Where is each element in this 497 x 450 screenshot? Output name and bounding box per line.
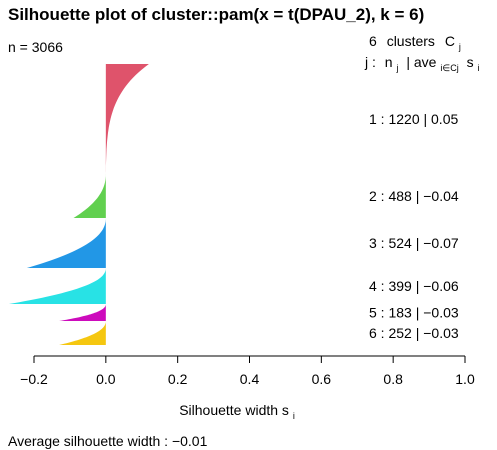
- silhouette-band-cluster-3: [26, 218, 106, 268]
- ave-separator: | ave: [406, 54, 436, 70]
- silhouette-bars: [8, 64, 149, 345]
- average-silhouette-width: Average silhouette width : −0.01: [8, 433, 208, 449]
- clusters-count: 6: [369, 33, 377, 49]
- x-tick-label: 0.8: [383, 371, 403, 387]
- x-tick-label: −0.2: [20, 371, 48, 387]
- cluster-label-3: 3 : 524 | −0.07: [369, 235, 459, 251]
- silhouette-band-cluster-6: [59, 321, 106, 345]
- ave-subscript: i∈Cj: [440, 63, 458, 73]
- columns-header: j : n j | ave i∈Cj s i: [364, 54, 479, 74]
- x-axis-label-subscript: i: [293, 411, 295, 421]
- n-subscript: j: [395, 63, 398, 73]
- s-subscript: i: [477, 63, 479, 73]
- n-label: n = 3066: [8, 39, 63, 55]
- j-prefix: j :: [364, 54, 376, 70]
- silhouette-band-cluster-1: [105, 64, 149, 174]
- cluster-label-1: 1 : 1220 | 0.05: [369, 111, 458, 127]
- silhouette-band-cluster-4: [8, 268, 106, 304]
- x-tick-label: 0.4: [240, 371, 260, 387]
- chart-title: Silhouette plot of cluster::pam(x = t(DP…: [8, 5, 424, 24]
- cluster-label-6: 6 : 252 | −0.03: [369, 325, 459, 341]
- silhouette-band-cluster-2: [73, 174, 106, 218]
- clusters-header: 6 clusters C j: [369, 33, 461, 52]
- c-subscript: j: [458, 42, 461, 52]
- cluster-label-4: 4 : 399 | −0.06: [369, 278, 459, 294]
- cluster-label-5: 5 : 183 | −0.03: [369, 305, 459, 321]
- s-symbol: s: [467, 54, 474, 70]
- cluster-label-2: 2 : 488 | −0.04: [369, 188, 459, 204]
- x-tick-label: 0.2: [168, 371, 188, 387]
- x-axis-label-main: Silhouette width s: [179, 402, 289, 418]
- x-axis: −0.2 0.0 0.2 0.4 0.6 0.8 1.0: [20, 355, 475, 387]
- silhouette-band-cluster-5: [59, 304, 106, 321]
- x-tick-label: 1.0: [455, 371, 475, 387]
- clusters-word: clusters: [387, 33, 435, 49]
- c-symbol: C: [445, 33, 455, 49]
- n-symbol: n: [385, 54, 393, 70]
- x-axis-label: Silhouette width s i: [179, 402, 295, 421]
- cluster-labels: 1 : 1220 | 0.05 2 : 488 | −0.04 3 : 524 | …: [369, 111, 459, 341]
- x-tick-label: 0.0: [96, 371, 116, 387]
- x-tick-label: 0.6: [312, 371, 332, 387]
